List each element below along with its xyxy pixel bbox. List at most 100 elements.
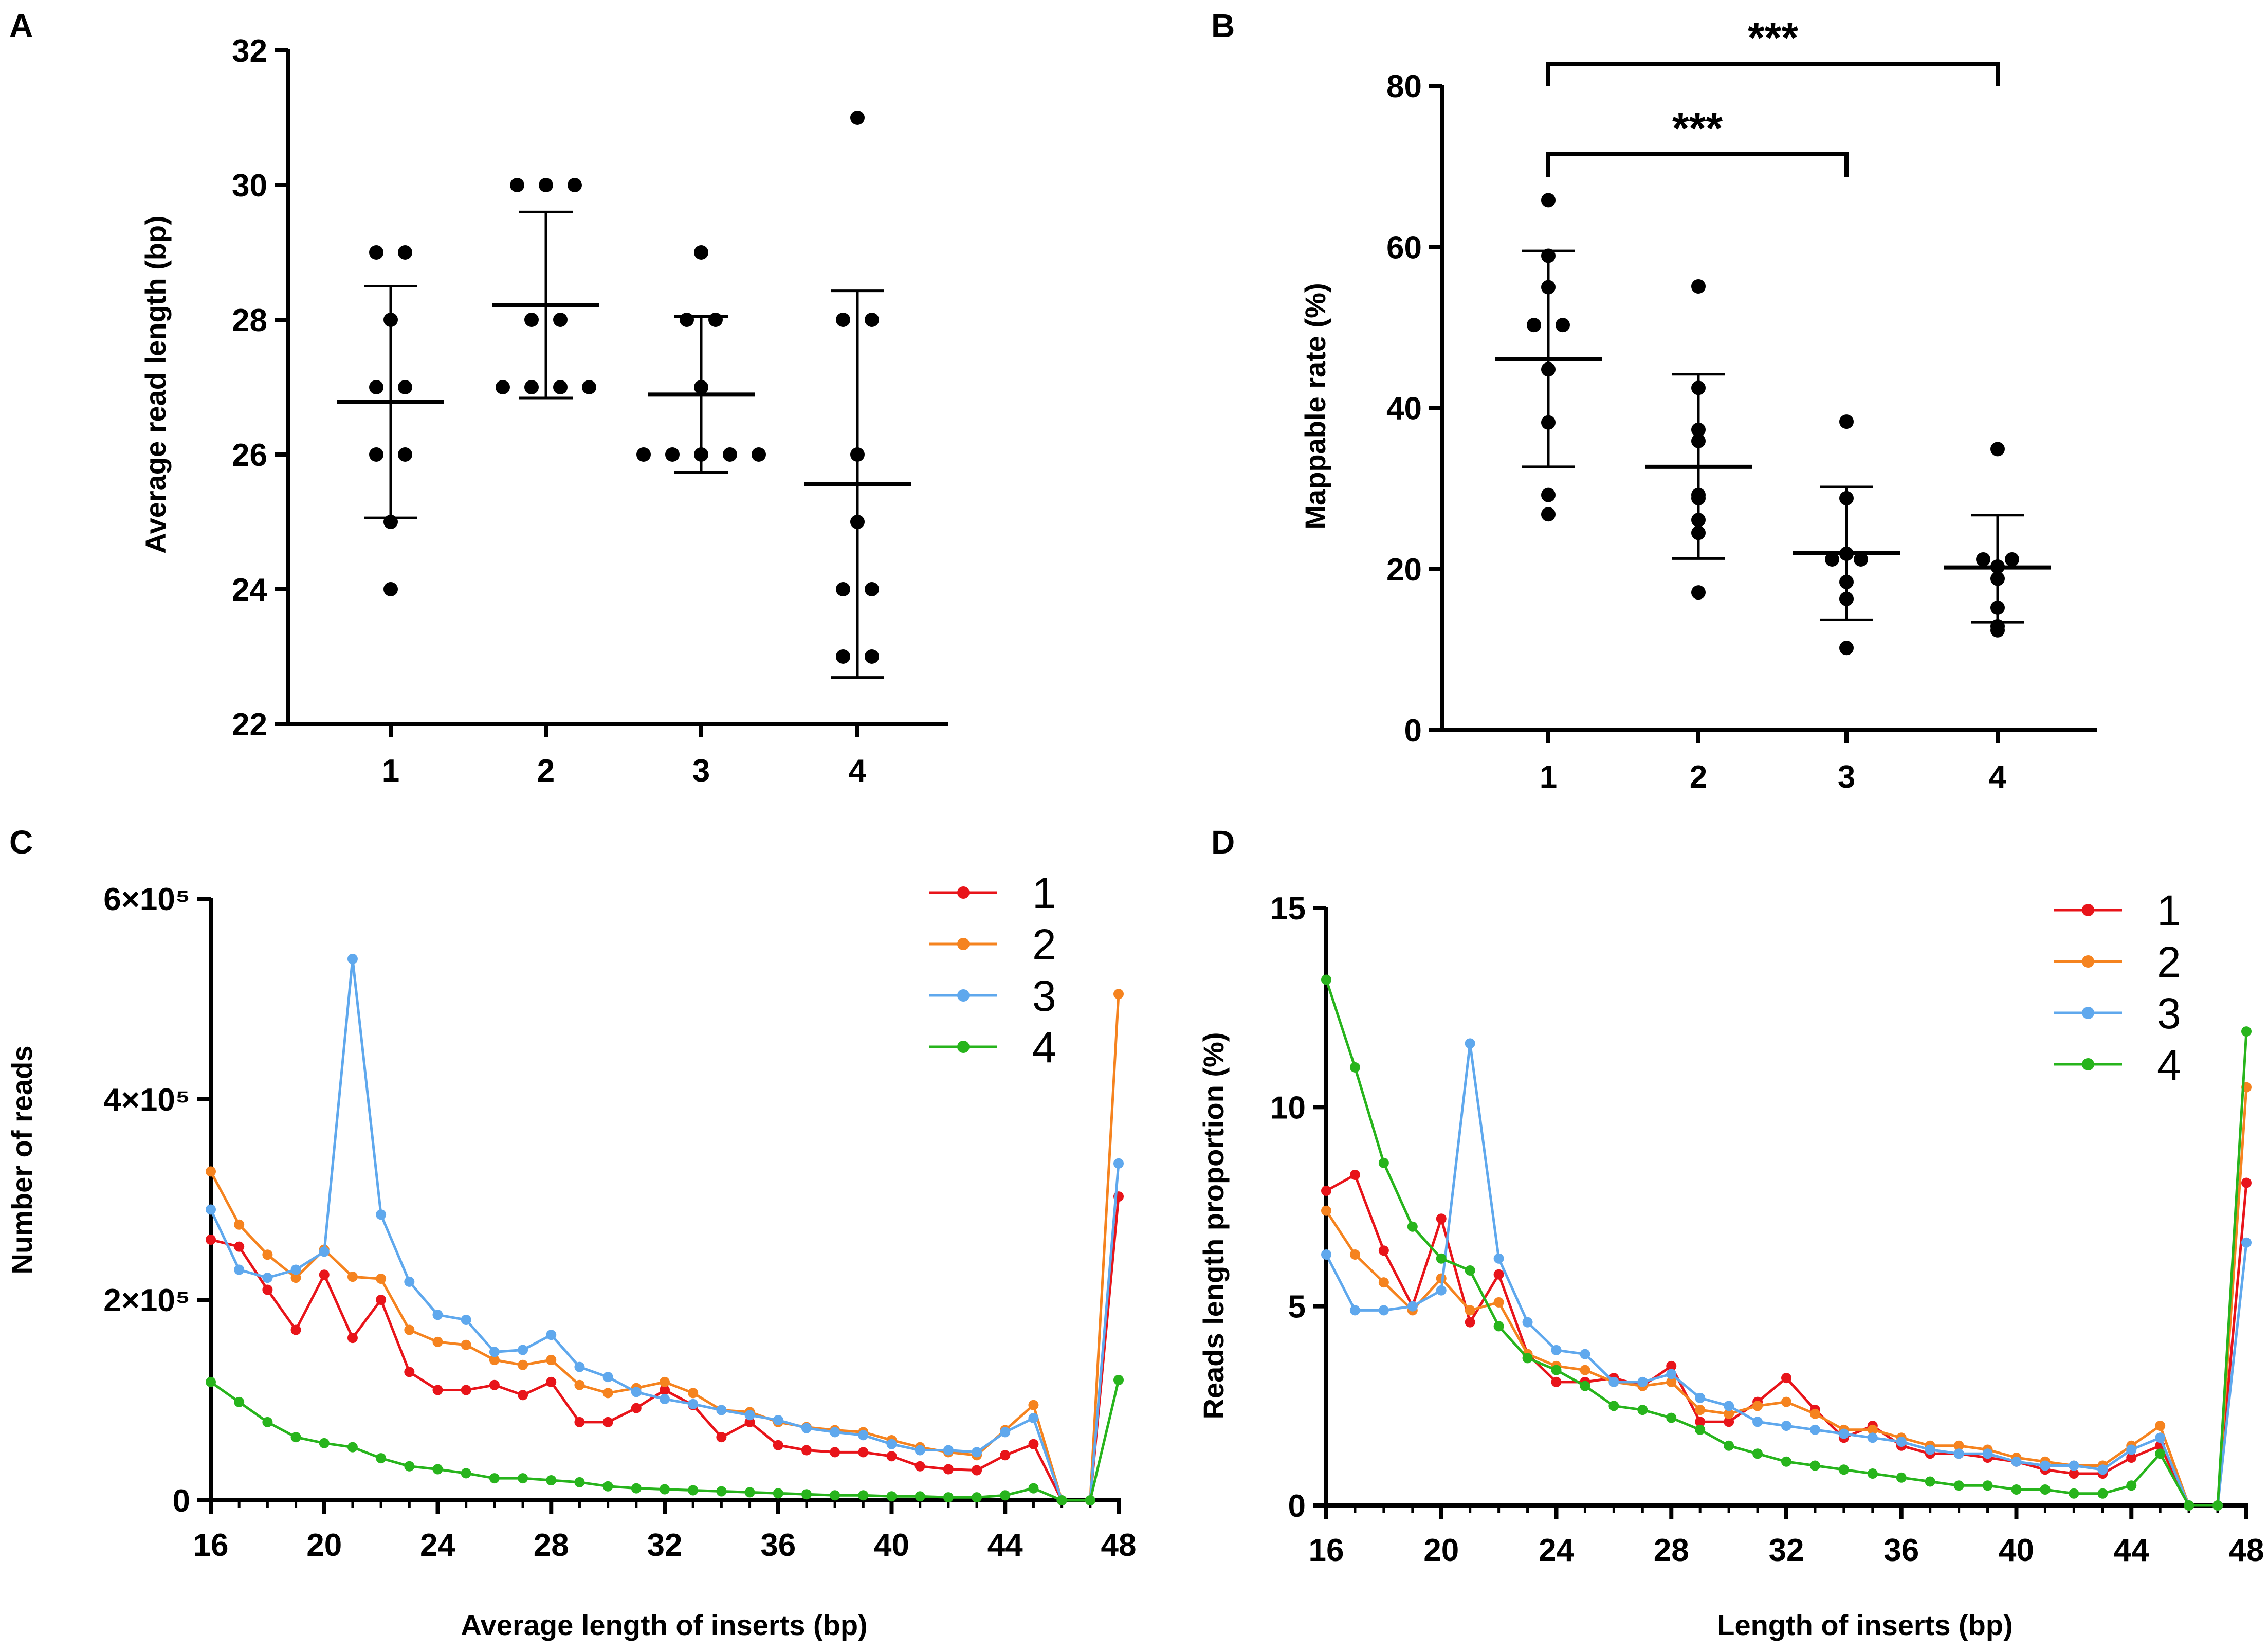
data-point [914, 1445, 925, 1456]
legend-swatch-dot [2082, 904, 2094, 916]
legend-item: 1 [2054, 886, 2181, 935]
data-point [801, 1489, 812, 1500]
legend-label: 3 [1032, 972, 1056, 1020]
y-tick-label: 80 [1386, 69, 1422, 104]
data-point [1522, 1353, 1533, 1364]
data-point [290, 1324, 301, 1335]
legend-label: 2 [2157, 938, 2181, 986]
data-point [1580, 1349, 1590, 1359]
data-point [518, 1390, 528, 1401]
data-point [1781, 1456, 1791, 1467]
data-point [1838, 1428, 1849, 1439]
group-2 [1645, 279, 1752, 600]
data-point [2069, 1488, 2079, 1499]
data-point [631, 1483, 642, 1494]
data-point [1000, 1490, 1011, 1501]
data-point [1839, 414, 1854, 429]
legend-swatch-dot [2082, 1058, 2094, 1070]
group-2 [492, 178, 599, 400]
significance-stars: *** [1748, 13, 1798, 62]
data-point [553, 380, 568, 394]
data-point [1724, 1417, 1734, 1427]
series-line [209, 957, 1120, 1502]
data-point [1666, 1360, 1677, 1371]
series-4 [1321, 974, 2252, 1511]
data-point [1695, 1417, 1706, 1427]
data-point [1349, 1170, 1360, 1181]
data-point [1990, 442, 2005, 457]
group-1 [1495, 193, 1602, 522]
data-point [602, 1372, 613, 1383]
data-point [1867, 1424, 1878, 1435]
data-point [943, 1445, 954, 1456]
data-point [2097, 1464, 2108, 1475]
panel-b-dot-plot: Mappable rate (%) 0 20 40 60 80 1 2 3 4 *** *** [1299, 13, 2097, 795]
data-point [1666, 1412, 1677, 1423]
data-point [858, 1490, 869, 1501]
x-tick-label: 2 [1690, 759, 1707, 795]
x-tick-label: 40 [1999, 1533, 2034, 1568]
series-line [1325, 1087, 2248, 1507]
data-point [1608, 1376, 1619, 1387]
data-point [398, 245, 412, 260]
data-point [1113, 1375, 1124, 1385]
data-point [489, 1347, 500, 1357]
data-point [1000, 1450, 1011, 1461]
data-point [383, 582, 398, 596]
group-1 [337, 245, 444, 596]
data-point [347, 1272, 358, 1282]
data-point [1809, 1460, 1820, 1471]
group-4 [1944, 442, 2051, 638]
data-point [1781, 1421, 1791, 1431]
data-point [1541, 193, 1556, 208]
x-tick-label: 44 [2114, 1533, 2149, 1568]
series-3 [1321, 1038, 2252, 1511]
data-point [2005, 552, 2019, 567]
data-point [1527, 318, 1541, 333]
data-point [2040, 1460, 2051, 1471]
data-point [206, 1166, 216, 1177]
data-point [2126, 1444, 2137, 1455]
data-point [1691, 585, 1706, 600]
data-point [489, 1379, 500, 1390]
data-point [1953, 1448, 1964, 1459]
data-point [262, 1417, 273, 1427]
data-point [518, 1473, 528, 1484]
panel-label-c: C [9, 824, 33, 861]
data-point [1982, 1480, 1993, 1491]
significance-bracket: *** [1546, 13, 2000, 86]
data-point [972, 1447, 982, 1458]
data-point [524, 380, 539, 394]
legend-swatch-dot [957, 938, 970, 950]
data-point [319, 1246, 330, 1257]
legend-item: 2 [929, 920, 1056, 969]
panel-d-y-axis-label: Reads length proportion (%) [1197, 1032, 1230, 1420]
legend-swatch-dot [2082, 955, 2094, 968]
data-point [574, 1477, 585, 1487]
data-point [432, 1310, 443, 1320]
y-tick-label: 30 [232, 168, 267, 204]
data-point [1556, 318, 1570, 333]
data-point [398, 380, 412, 394]
x-tick-label: 36 [760, 1528, 796, 1563]
data-point [2155, 1421, 2166, 1431]
data-point [688, 1388, 699, 1399]
data-point [694, 245, 708, 260]
data-point [234, 1219, 245, 1230]
x-tick-label: 36 [1883, 1533, 1919, 1568]
data-point [688, 1485, 699, 1496]
data-point [539, 178, 553, 192]
data-point [1493, 1321, 1504, 1332]
legend-label: 1 [1032, 869, 1056, 917]
data-point [1407, 1221, 1418, 1232]
y-tick-label: 6×10⁵ [103, 882, 190, 917]
series-line [209, 994, 1120, 1502]
y-tick-label: 22 [232, 707, 267, 742]
data-point [518, 1345, 528, 1355]
y-tick-label: 32 [232, 33, 267, 69]
data-point [524, 313, 539, 327]
y-tick-label: 40 [1386, 391, 1422, 427]
data-point [943, 1464, 954, 1475]
